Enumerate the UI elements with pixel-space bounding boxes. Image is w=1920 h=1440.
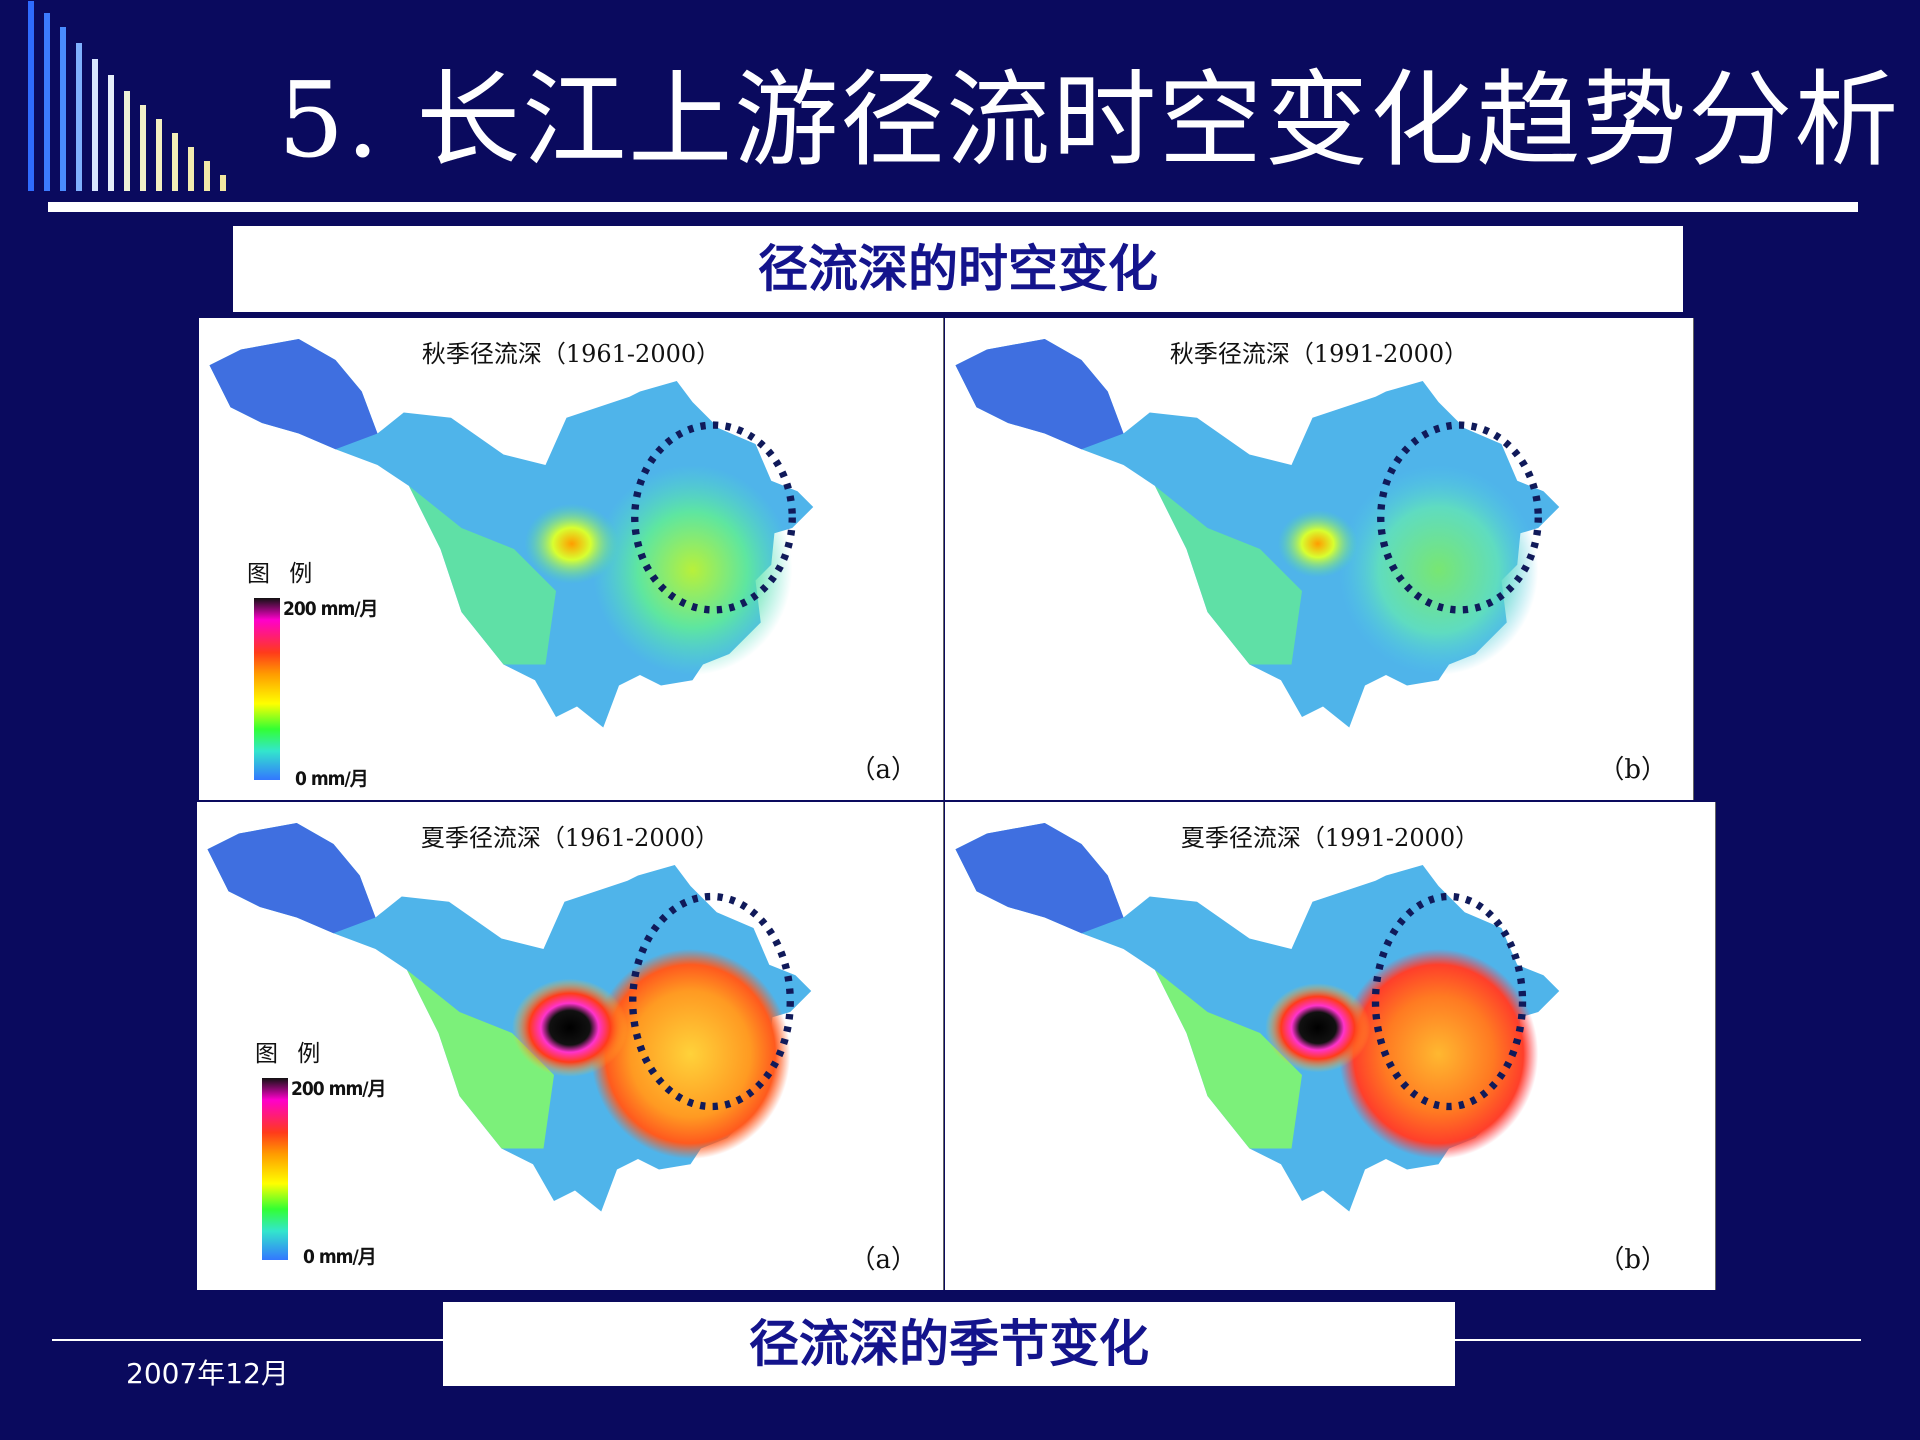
panel-label: （a）: [849, 1245, 917, 1275]
footer-divider-left: [52, 1339, 444, 1341]
panel-title: 夏季径流深（1991-2000）: [1180, 824, 1480, 852]
legend-max: 200 mm/月: [283, 598, 378, 620]
highlight-circle: [1377, 421, 1542, 614]
caption-top: 径流深的时空变化: [233, 226, 1683, 312]
panel-label: （a）: [849, 755, 917, 785]
runoff-map: [207, 823, 812, 1212]
decorative-bars: [28, 0, 238, 195]
panel-title: 夏季径流深（1961-2000）: [420, 824, 720, 852]
legend-min: 0 mm/月: [303, 1246, 377, 1268]
map-panel-autumn-1961-2000: 秋季径流深（1961-2000） 图 例 200 mm/月 0 mm/月 （a）: [199, 318, 944, 800]
legend-max: 200 mm/月: [291, 1078, 386, 1100]
title-divider: [48, 202, 1858, 212]
panel-label: （b）: [1598, 755, 1667, 785]
panel-title: 秋季径流深（1991-2000）: [1169, 340, 1469, 368]
panel-label: （b）: [1598, 1245, 1667, 1275]
legend-colorbar: [254, 598, 280, 780]
slide-title: 5. 长江上游径流时空变化趋势分析: [278, 59, 1901, 181]
runoff-map: [955, 339, 1560, 728]
footer-date: 2007年12月: [126, 1357, 289, 1390]
map-panel-summer-1991-2000: 夏季径流深（1991-2000） （b）: [945, 802, 1716, 1290]
runoff-map: [955, 823, 1560, 1212]
runoff-map: [209, 339, 814, 728]
map-panel-autumn-1991-2000: 秋季径流深（1991-2000） （b）: [945, 318, 1694, 800]
legend-min: 0 mm/月: [295, 768, 369, 790]
highlight-circle: [631, 421, 796, 614]
highlight-circle: [1371, 892, 1527, 1111]
legend-title: 图 例: [247, 561, 319, 587]
legend-title: 图 例: [255, 1041, 327, 1067]
footer-divider-right: [1455, 1339, 1861, 1341]
legend-colorbar: [262, 1078, 288, 1260]
map-panel-summer-1961-2000: 夏季径流深（1961-2000） 图 例 200 mm/月 0 mm/月 （a）: [197, 802, 944, 1290]
highlight-circle: [629, 892, 794, 1111]
panel-title: 秋季径流深（1961-2000）: [421, 340, 721, 368]
caption-bottom: 径流深的季节变化: [443, 1302, 1455, 1386]
